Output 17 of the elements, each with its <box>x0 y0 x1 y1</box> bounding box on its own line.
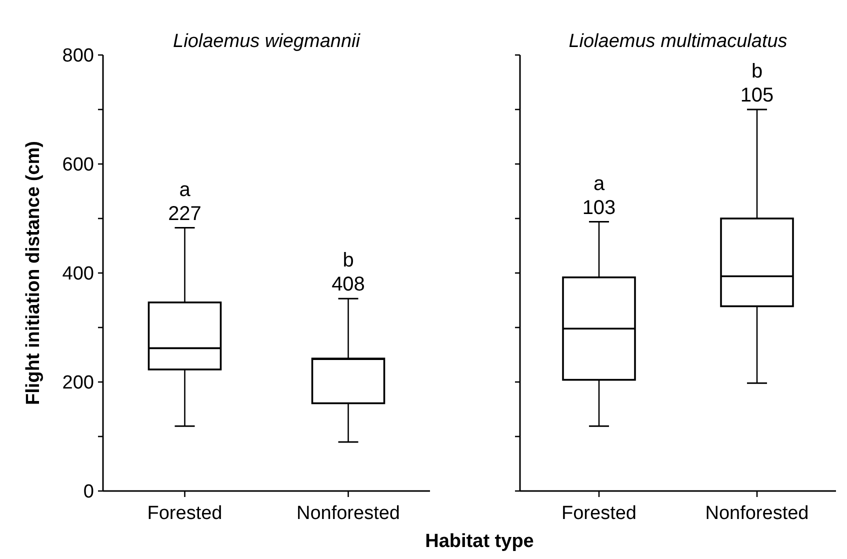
chart-title: Liolaemus wiegmannii <box>173 31 361 52</box>
x-tick-label: Forested <box>562 503 636 524</box>
x-axis-title: Habitat type <box>425 531 534 552</box>
x-tick-label: Nonforested <box>705 503 809 524</box>
y-tick-label: 600 <box>62 154 94 176</box>
annotation: a 103 <box>582 172 616 219</box>
y-tick-label: 800 <box>62 46 94 67</box>
x-tick-label: Forested <box>147 503 222 524</box>
y-tick-label: 200 <box>62 372 94 394</box>
annotation: b 408 <box>332 250 365 296</box>
y-tick-label: 400 <box>62 264 94 285</box>
chart-title: Liolaemus multimaculatus <box>568 31 788 52</box>
y-axis-title: Flight initiation distance (cm) <box>23 141 44 405</box>
x-tick-label: Nonforested <box>296 503 400 524</box>
annotation: b 105 <box>740 60 774 106</box>
annotation: a 227 <box>168 178 202 225</box>
y-tick-label: 0 <box>83 482 94 503</box>
